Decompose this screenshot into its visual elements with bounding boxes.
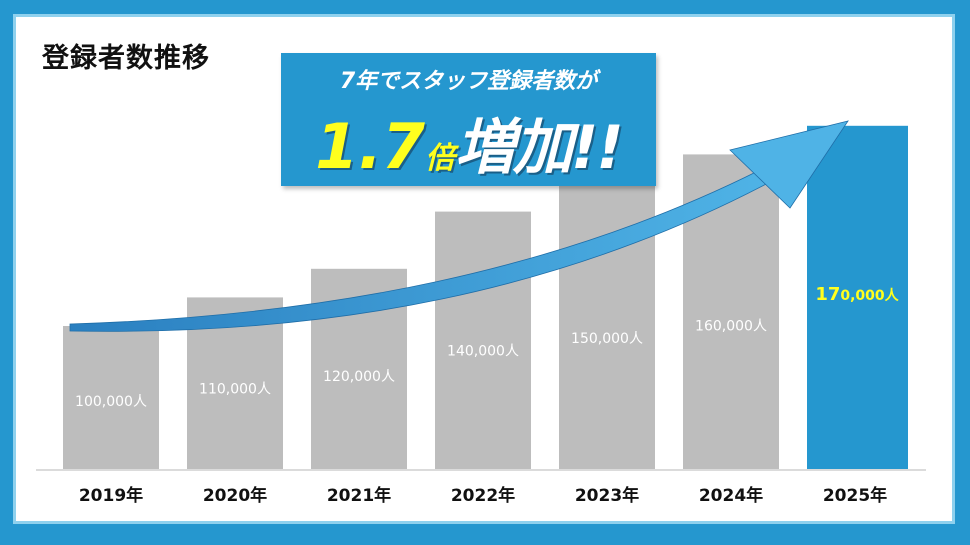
growth-arrow-head [729, 120, 849, 209]
data-label-2019年: 100,000人 [75, 394, 147, 410]
callout-multiplier: 1.7 [315, 110, 426, 183]
tick-label-2021年: 2021年 [327, 485, 391, 506]
data-label-2023年: 150,000人 [571, 331, 643, 347]
tick-label-2025年: 2025年 [823, 485, 887, 506]
tick-label-2022年: 2022年 [451, 485, 515, 506]
page-title: 登録者数推移 [42, 43, 210, 74]
bar-2022年 [435, 211, 531, 469]
growth-callout: 7年でスタッフ登録者数が 1.7倍増加!! [281, 53, 656, 186]
callout-multiplier-suffix: 倍 [425, 141, 456, 176]
bar-2019年 [63, 326, 159, 469]
callout-increase: 増加!! [455, 113, 624, 183]
tick-label-2023年: 2023年 [575, 485, 639, 506]
data-label-2020年: 110,000人 [199, 381, 271, 397]
tick-label-2019年: 2019年 [79, 485, 143, 506]
callout-subtitle: 7年でスタッフ登録者数が [339, 69, 598, 94]
callout-headline: 1.7倍増加!! [281, 99, 656, 183]
data-label-2024年: 160,000人 [695, 319, 767, 335]
tick-label-2024年: 2024年 [699, 485, 763, 506]
bar-2025年 [807, 125, 908, 470]
tick-label-2020年: 2020年 [203, 485, 267, 506]
growth-arrow-body [69, 169, 771, 332]
data-label-2022年: 140,000人 [447, 344, 519, 360]
data-label-2021年: 120,000人 [323, 369, 395, 385]
data-label-2025年: 170,000人 [815, 284, 899, 305]
